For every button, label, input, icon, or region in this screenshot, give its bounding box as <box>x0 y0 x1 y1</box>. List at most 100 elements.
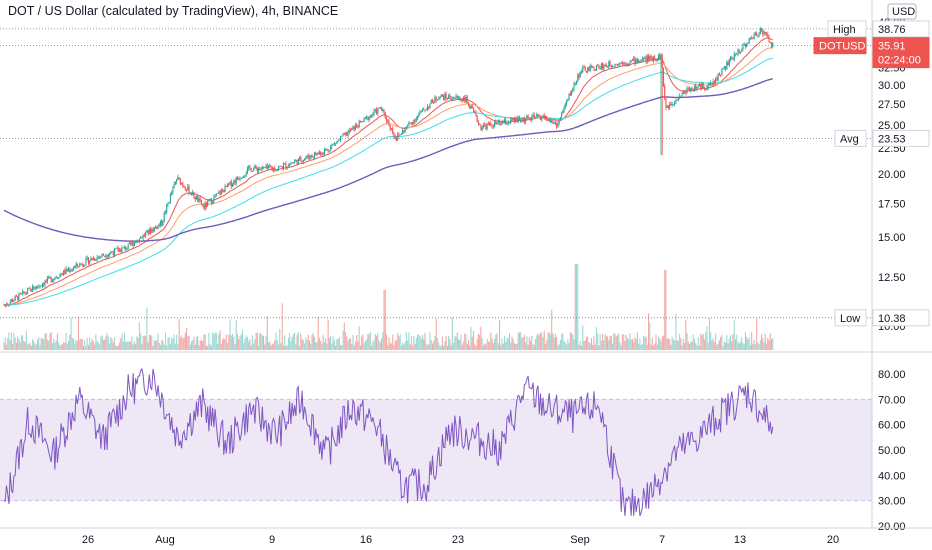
volume-bar <box>101 335 103 350</box>
volume-bar <box>671 336 673 350</box>
price-labels: High 38.76 DOTUSD 35.91 02:24:00 Avg 23.53 Low 1… <box>813 3 930 327</box>
candle-body <box>671 104 673 106</box>
candle-body <box>688 88 691 92</box>
time-axis[interactable]: 26 Aug 9 16 23 Sep 7 13 20 <box>82 534 839 546</box>
volume-bar <box>246 336 248 350</box>
volume-bar <box>116 345 118 350</box>
volume-bar <box>131 336 133 350</box>
volume-bar <box>69 334 71 350</box>
candle-body <box>43 284 45 286</box>
candle-body <box>178 177 180 179</box>
volume-bar <box>255 333 257 350</box>
candle-body <box>19 293 21 295</box>
candle-body <box>279 166 281 168</box>
ref-label-high: High <box>833 24 856 36</box>
volume-bar <box>749 345 751 350</box>
candle-body <box>640 59 642 62</box>
volume-bar <box>82 345 85 350</box>
rsi-axis[interactable]: 80.00 70.00 60.00 50.00 40.00 30.00 20.00 <box>878 369 906 533</box>
candle-body <box>537 114 539 117</box>
candle-body <box>728 59 730 66</box>
volume-bar <box>105 336 107 350</box>
volume-bar <box>199 340 201 350</box>
volume-bar <box>162 340 164 350</box>
volume-bar <box>277 344 280 350</box>
volume-bar <box>379 342 381 350</box>
candle-body <box>739 52 742 53</box>
candle-body <box>732 58 734 60</box>
candle-body <box>143 234 145 236</box>
symbol-title[interactable]: DOT / US Dollar (calculated by TradingVi… <box>8 4 339 18</box>
volume-bar <box>521 337 523 350</box>
candle-body <box>154 226 157 228</box>
volume-bar <box>169 344 171 350</box>
volume-bar <box>726 335 728 350</box>
volume-bar <box>214 332 216 350</box>
volume-bar <box>443 345 445 350</box>
candle-body <box>554 122 556 124</box>
candle-body <box>45 280 47 282</box>
volume-bar <box>595 327 597 350</box>
candle-body <box>435 96 437 100</box>
volume-bar <box>590 338 592 350</box>
volume-bar <box>400 345 402 350</box>
volume-bar <box>395 340 398 350</box>
candle-body <box>230 181 232 187</box>
candle-body <box>436 99 438 101</box>
volume-bar <box>597 333 599 350</box>
candle-body <box>725 66 727 70</box>
candle-body <box>117 248 119 252</box>
candle-body <box>453 98 455 100</box>
volume-bar <box>574 264 576 350</box>
volume-bar <box>420 338 422 350</box>
volume-bar <box>218 333 220 350</box>
candle-body <box>14 296 16 301</box>
ref-value-low: 10.38 <box>878 313 906 325</box>
volume-bar <box>344 332 347 350</box>
candle-body <box>547 118 549 121</box>
volume-bar <box>655 334 657 350</box>
volume-bar <box>725 342 727 350</box>
candle-body <box>646 56 648 62</box>
volume-bar <box>536 335 538 350</box>
volume-bar <box>156 340 158 350</box>
volume-bar <box>60 344 62 350</box>
candle-body <box>270 167 272 169</box>
volume-bar <box>187 336 189 350</box>
volume-bar <box>552 333 554 350</box>
ref-label-low: Low <box>840 313 860 325</box>
volume-bar <box>467 339 470 350</box>
volume-bar <box>239 336 241 350</box>
volume-bar <box>25 331 27 350</box>
candle-body <box>667 105 669 108</box>
volume-bar <box>250 345 252 350</box>
volume-bar <box>364 340 366 350</box>
candle-body <box>588 67 590 71</box>
volume-bar <box>487 341 489 350</box>
volume-bar <box>300 333 302 350</box>
ref-value-avg: 23.53 <box>878 133 906 145</box>
volume-bar <box>210 345 212 350</box>
volume-bar <box>469 345 471 350</box>
volume-bar <box>471 336 473 350</box>
candle-body <box>516 117 518 123</box>
candle-body <box>582 67 584 73</box>
candle-body <box>479 123 481 125</box>
candle-body <box>756 33 758 36</box>
volume-bar <box>147 342 149 350</box>
volume-bar <box>369 332 371 350</box>
candle-body <box>215 193 217 197</box>
candle-body <box>321 153 323 155</box>
candle-body <box>456 95 458 98</box>
candle-body <box>580 71 583 73</box>
candle-body <box>702 83 704 89</box>
ref-value-box <box>872 37 930 69</box>
candle-body <box>96 256 98 261</box>
volume-bar <box>466 343 468 350</box>
candle-body <box>311 155 313 157</box>
volume-bar <box>230 335 232 350</box>
volume-bar <box>695 343 697 350</box>
volume-bar <box>708 317 710 350</box>
volume-bar <box>681 345 683 350</box>
